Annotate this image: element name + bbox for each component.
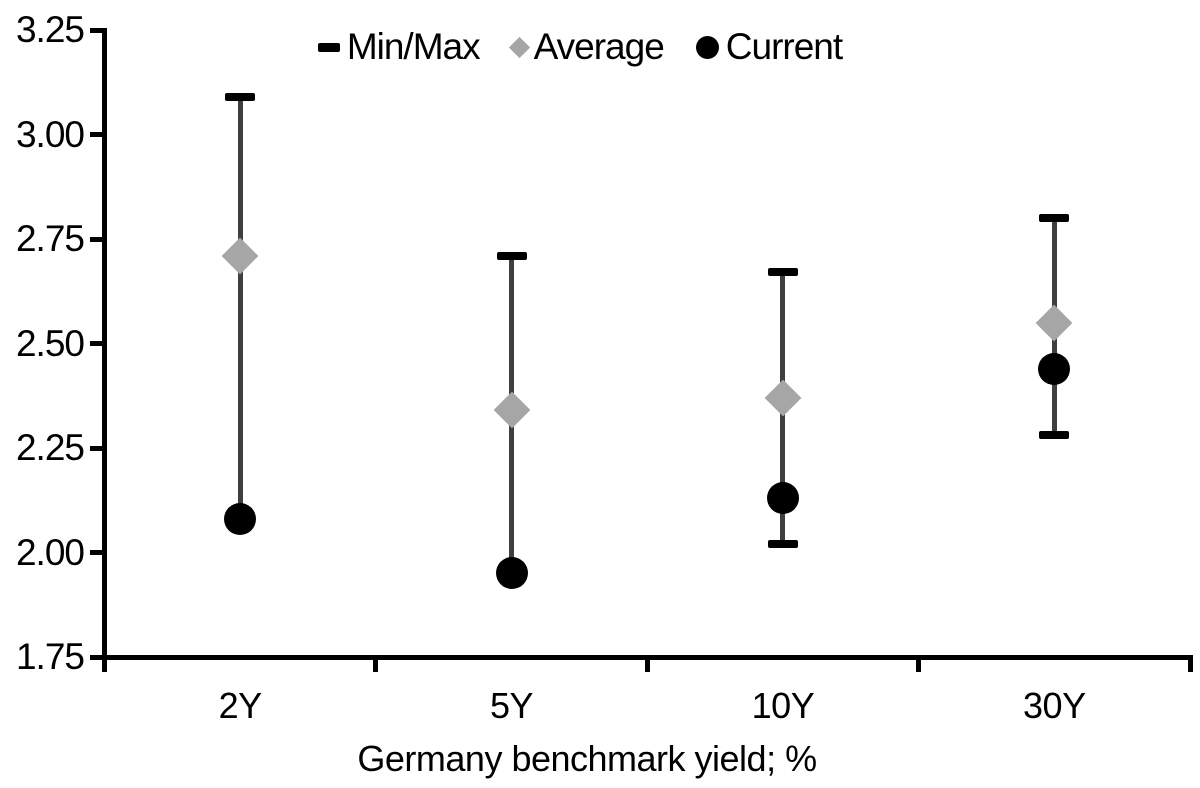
average-marker-30Y (1035, 304, 1073, 341)
y-tick-label: 1.75 (15, 636, 85, 677)
y-axis-tick (90, 445, 105, 451)
y-axis-tick (90, 550, 105, 555)
x-category-label: 10Y (751, 685, 815, 726)
legend: Min/Max Average Current (0, 24, 1160, 70)
x-category-label: 5Y (490, 685, 534, 726)
legend-item-minmax: Min/Max (317, 26, 481, 67)
max-cap-2Y (225, 92, 256, 101)
legend-label-current: Current (725, 26, 843, 67)
y-axis-tick (90, 341, 105, 346)
x-axis-tick (102, 655, 107, 672)
legend-item-average: Average (508, 26, 665, 67)
current-circle-icon (695, 35, 719, 59)
x-axis-tick (373, 655, 379, 672)
max-cap-5Y (496, 251, 527, 260)
y-axis-tick (90, 236, 105, 242)
legend-item-current: Current (695, 26, 843, 67)
legend-label-minmax: Min/Max (346, 26, 481, 67)
y-tick-label: 3.25 (15, 9, 85, 50)
current-marker-2Y (224, 503, 257, 536)
x-category-label: 2Y (218, 685, 263, 726)
y-axis-tick (90, 654, 105, 660)
min-cap-30Y (1039, 431, 1070, 440)
current-marker-30Y (1038, 352, 1071, 385)
average-diamond-icon (508, 36, 530, 58)
current-marker-5Y (495, 557, 528, 590)
average-marker-10Y (764, 379, 802, 417)
x-category-label: 30Y (1023, 685, 1086, 726)
max-cap-10Y (767, 268, 798, 277)
x-axis-tick (644, 655, 650, 672)
y-axis-tick (90, 27, 105, 33)
y-tick-label: 2.50 (15, 322, 85, 364)
y-tick-label: 2.75 (15, 218, 85, 259)
current-marker-10Y (766, 482, 799, 515)
average-marker-5Y (493, 391, 530, 429)
average-marker-2Y (221, 237, 259, 275)
minmax-whisker-2Y (237, 96, 243, 520)
x-axis-tick (1187, 655, 1193, 672)
minmax-dash-icon (317, 42, 340, 52)
y-tick-label: 2.00 (15, 531, 85, 573)
x-axis-title: Germany benchmark yield; % (357, 738, 817, 779)
y-tick-label: 3.00 (15, 113, 85, 155)
max-cap-30Y (1039, 214, 1070, 223)
y-axis-tick (90, 132, 105, 137)
min-cap-10Y (767, 540, 798, 549)
y-tick-label: 2.25 (15, 427, 85, 468)
x-axis-tick (916, 655, 922, 672)
legend-label-average: Average (533, 26, 665, 67)
